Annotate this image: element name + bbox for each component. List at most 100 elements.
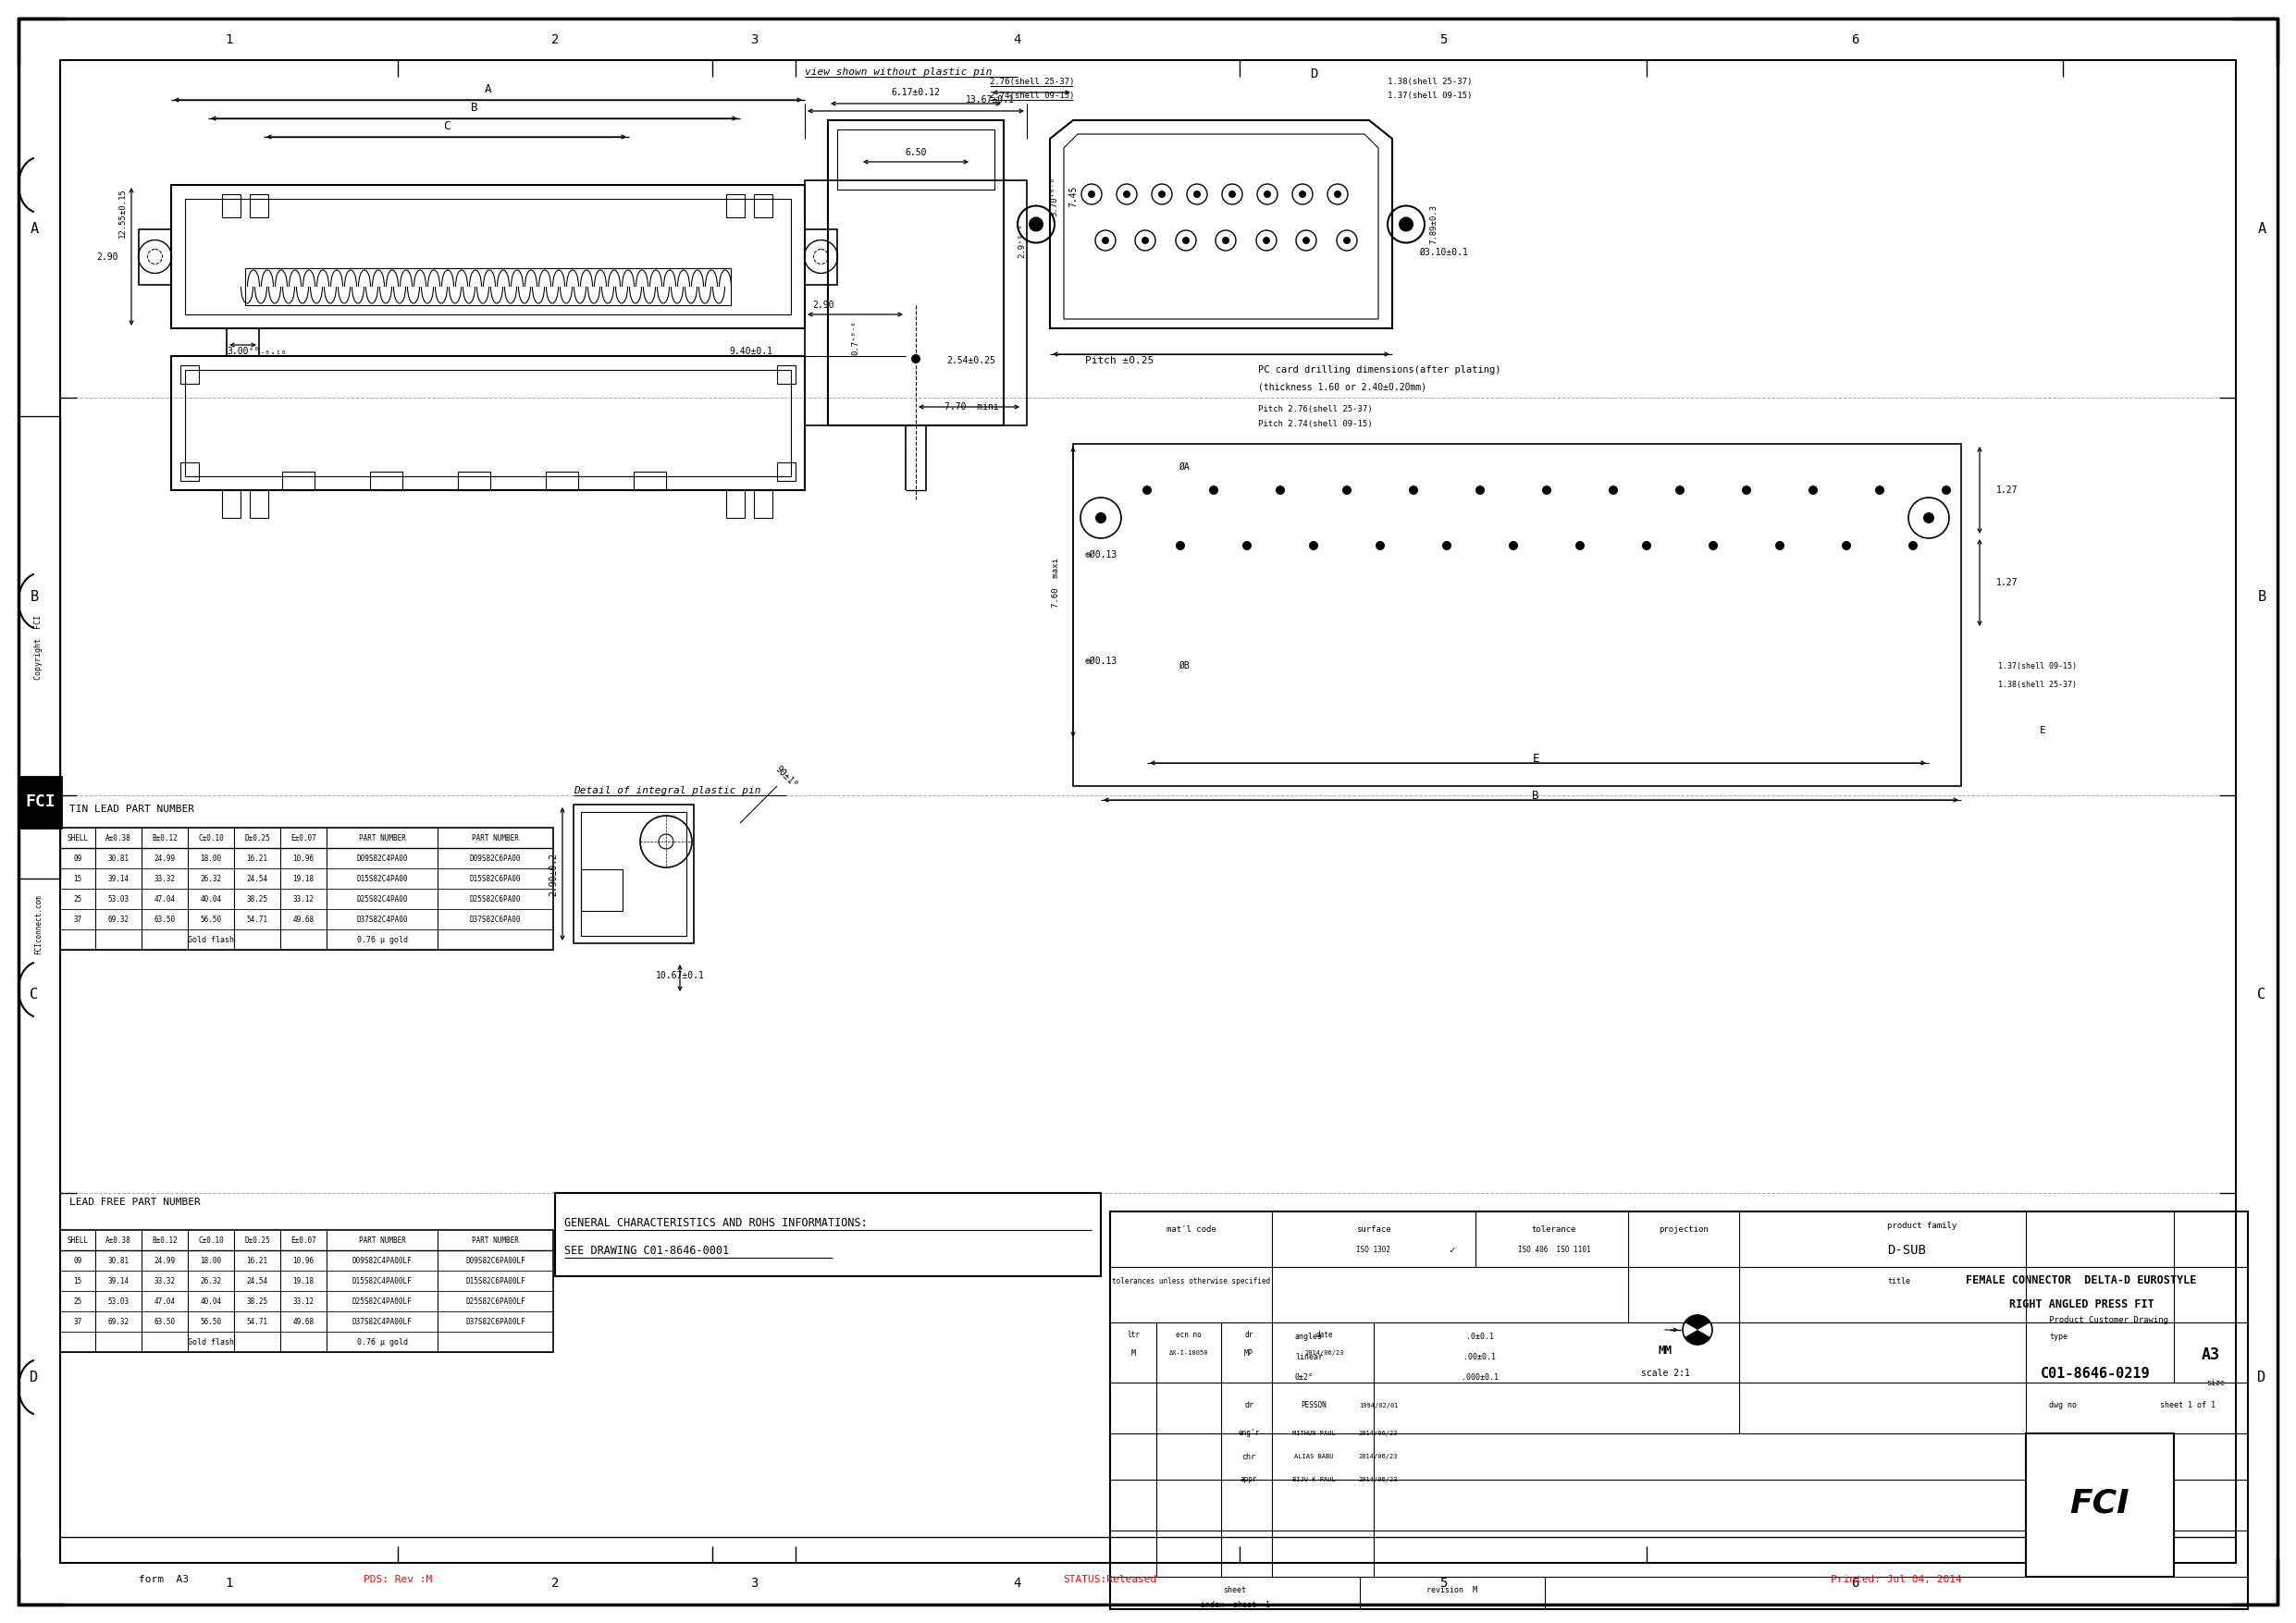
Text: 3: 3 xyxy=(751,34,758,45)
Text: C: C xyxy=(2257,987,2266,1001)
Text: 2014/06/23: 2014/06/23 xyxy=(1359,1454,1398,1459)
Text: D37S82C4PA00LF: D37S82C4PA00LF xyxy=(351,1318,411,1326)
Text: 13.67±0.1: 13.67±0.1 xyxy=(964,96,1015,104)
Text: C: C xyxy=(30,987,39,1001)
Text: D09S82C6PA00: D09S82C6PA00 xyxy=(471,854,521,862)
Text: 16.21: 16.21 xyxy=(246,1256,269,1264)
Text: 2: 2 xyxy=(551,1578,558,1589)
Text: 33.32: 33.32 xyxy=(154,875,174,883)
Text: C±0.10: C±0.10 xyxy=(197,1237,223,1245)
Text: 1994/02/01: 1994/02/01 xyxy=(1359,1402,1398,1409)
Circle shape xyxy=(1221,237,1228,243)
Text: dwg no: dwg no xyxy=(2048,1402,2078,1410)
Circle shape xyxy=(1176,540,1185,550)
Text: B: B xyxy=(471,101,478,114)
Text: surface: surface xyxy=(1357,1225,1391,1233)
Text: SHELL: SHELL xyxy=(67,1237,90,1245)
Circle shape xyxy=(1942,485,1952,495)
Text: D-SUB: D-SUB xyxy=(1887,1243,1926,1256)
Text: TIN LEAD PART NUMBER: TIN LEAD PART NUMBER xyxy=(69,805,195,813)
Text: Printed: Jul 04, 2014: Printed: Jul 04, 2014 xyxy=(1830,1574,1963,1584)
Text: 0.76 μ gold: 0.76 μ gold xyxy=(356,1337,406,1345)
Text: view shown without plastic pin: view shown without plastic pin xyxy=(806,68,992,76)
Text: 38.25: 38.25 xyxy=(246,894,269,902)
Text: 38.25: 38.25 xyxy=(246,1297,269,1305)
Text: 16.21: 16.21 xyxy=(246,854,269,862)
Circle shape xyxy=(1343,485,1352,495)
Bar xyxy=(250,195,269,217)
Text: 26.32: 26.32 xyxy=(200,1277,223,1285)
Text: E±0.07: E±0.07 xyxy=(292,1237,317,1245)
Text: PART NUMBER: PART NUMBER xyxy=(358,834,406,842)
Text: 24.54: 24.54 xyxy=(246,875,269,883)
Bar xyxy=(581,812,687,936)
Bar xyxy=(776,365,794,383)
Text: PDS: Rev :M: PDS: Rev :M xyxy=(363,1574,432,1584)
Circle shape xyxy=(1182,237,1189,243)
Text: 24.99: 24.99 xyxy=(154,854,174,862)
Text: .00±0.1: .00±0.1 xyxy=(1465,1354,1497,1362)
Text: 2014/06/23: 2014/06/23 xyxy=(1359,1430,1398,1436)
Text: 6.50: 6.50 xyxy=(905,148,928,157)
Text: 18.00: 18.00 xyxy=(200,854,223,862)
Circle shape xyxy=(1302,237,1311,243)
Bar xyxy=(726,490,744,518)
Text: 26.32: 26.32 xyxy=(200,875,223,883)
Text: 1: 1 xyxy=(225,1578,232,1589)
Text: 33.12: 33.12 xyxy=(292,1297,315,1305)
Circle shape xyxy=(1543,485,1552,495)
Circle shape xyxy=(1263,237,1270,243)
Text: 24.54: 24.54 xyxy=(246,1277,269,1285)
Text: 2.90: 2.90 xyxy=(96,252,119,261)
Text: ⊕Ø0.13: ⊕Ø0.13 xyxy=(1084,550,1118,560)
Text: D: D xyxy=(1309,68,1318,81)
Text: E: E xyxy=(2039,725,2046,735)
Text: 2.90±0.2: 2.90±0.2 xyxy=(549,852,558,896)
Text: A: A xyxy=(2257,222,2266,235)
Text: tolerance: tolerance xyxy=(1531,1225,1577,1233)
Text: FCIconnect.com: FCIconnect.com xyxy=(34,894,44,954)
Text: 7.70  mini: 7.70 mini xyxy=(944,403,999,412)
Circle shape xyxy=(1375,540,1384,550)
Text: D15S82C4PA00LF: D15S82C4PA00LF xyxy=(351,1277,411,1285)
Bar xyxy=(181,365,200,383)
Circle shape xyxy=(1575,540,1584,550)
Text: form  A3: form A3 xyxy=(138,1574,188,1584)
Circle shape xyxy=(1876,485,1885,495)
Bar xyxy=(21,777,62,828)
Text: 1.27: 1.27 xyxy=(1998,485,2018,495)
Bar xyxy=(250,490,269,518)
Circle shape xyxy=(1123,190,1130,198)
Text: D: D xyxy=(2257,1371,2266,1384)
Text: 40.04: 40.04 xyxy=(200,894,223,902)
Text: 40.04: 40.04 xyxy=(200,1297,223,1305)
Text: D09S82C4PA00: D09S82C4PA00 xyxy=(356,854,409,862)
Text: 6.17±0.12: 6.17±0.12 xyxy=(891,88,941,97)
Text: 1.38(shell 25-37): 1.38(shell 25-37) xyxy=(1387,78,1472,86)
Text: sheet: sheet xyxy=(1224,1586,1247,1595)
Bar xyxy=(753,195,771,217)
Text: E: E xyxy=(1531,753,1538,764)
Text: 2.90: 2.90 xyxy=(813,300,833,310)
Text: 1.37(shell 09-15): 1.37(shell 09-15) xyxy=(1387,91,1472,99)
Text: 33.32: 33.32 xyxy=(154,1277,174,1285)
Text: ISO 406  ISO 1101: ISO 406 ISO 1101 xyxy=(1518,1246,1591,1255)
Circle shape xyxy=(1277,485,1286,495)
Text: 15: 15 xyxy=(73,1277,83,1285)
Bar xyxy=(776,463,794,480)
Text: 10.67±0.1: 10.67±0.1 xyxy=(654,971,705,980)
Text: projection: projection xyxy=(1658,1225,1708,1233)
Circle shape xyxy=(1908,540,1917,550)
Text: C01-8646-0219: C01-8646-0219 xyxy=(2041,1367,2149,1380)
Text: D±0.25: D±0.25 xyxy=(243,1237,271,1245)
Bar xyxy=(186,200,790,315)
Text: 0.7⁺⁰⁻⁰: 0.7⁺⁰⁻⁰ xyxy=(852,320,859,355)
Text: ΔX-I-18050: ΔX-I-18050 xyxy=(1169,1350,1208,1355)
Text: 47.04: 47.04 xyxy=(154,1297,174,1305)
Text: ⊕Ø0.13: ⊕Ø0.13 xyxy=(1084,657,1118,665)
Bar xyxy=(634,472,666,490)
Bar xyxy=(186,370,790,476)
Text: 1.27: 1.27 xyxy=(1998,578,2018,588)
Circle shape xyxy=(1228,190,1235,198)
Circle shape xyxy=(912,354,921,364)
